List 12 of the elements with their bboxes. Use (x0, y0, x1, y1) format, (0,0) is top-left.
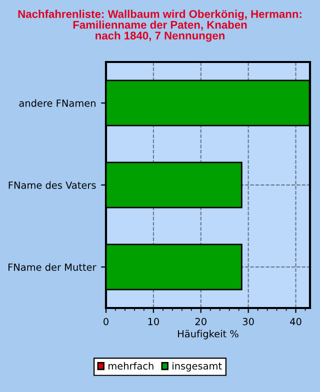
legend-label: insgesamt (172, 362, 222, 372)
chart-title: Nachfahrenliste: Wallbaum wird Oberkönig, Hermann: Familienname der Paten, Knaben nach 1840, 7 Nennungen (18, 10, 302, 42)
y-tick-label: andere FNamen (19, 99, 96, 107)
x-axis-title: Häufigkeit % (178, 330, 238, 340)
y-tick-label: FName der Mutter (8, 263, 96, 271)
x-tick-label: 40 (290, 318, 302, 326)
y-tick-label: FName des Vaters (8, 181, 96, 189)
x-tick-label: 0 (104, 318, 108, 326)
x-tick-label: 10 (148, 318, 159, 326)
x-tick-label: 30 (242, 318, 254, 326)
x-tick-label: 20 (195, 318, 206, 326)
legend-label: mehrfach (108, 362, 154, 370)
